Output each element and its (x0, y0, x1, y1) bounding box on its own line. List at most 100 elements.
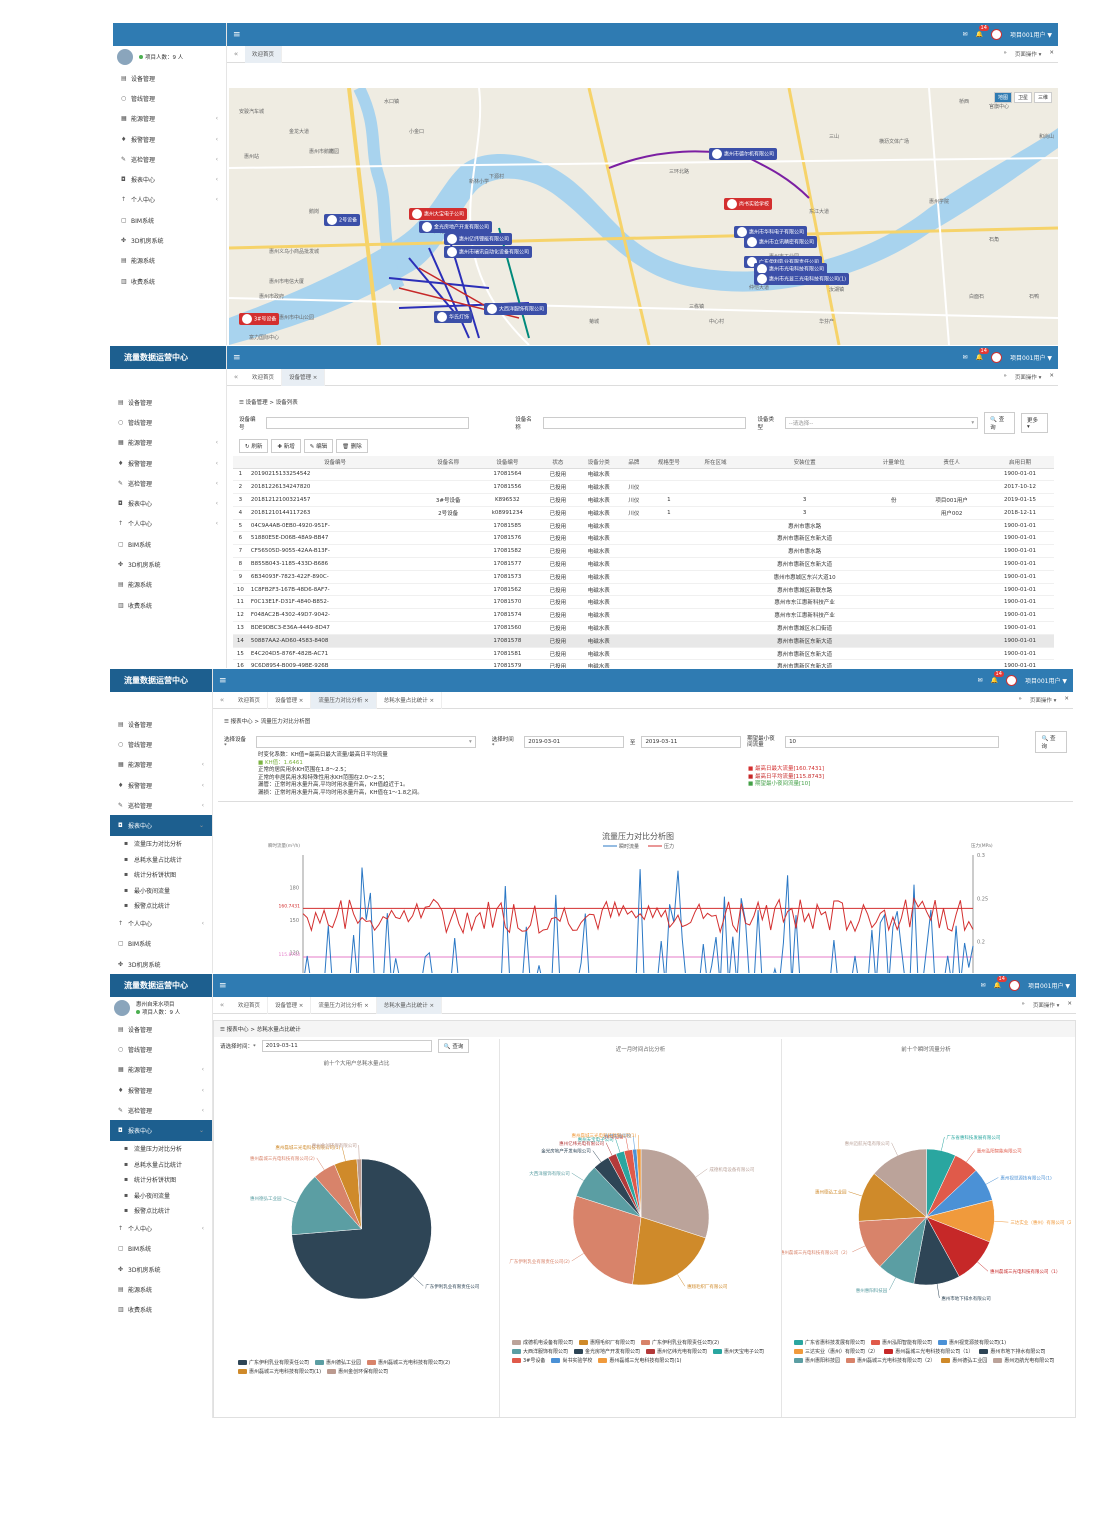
legend-item[interactable]: 惠州磊城三光电科技有限公司（2） (846, 1357, 935, 1364)
menu-item[interactable]: ✤ 3D机房系统 (110, 954, 212, 973)
menu-item[interactable]: ▦ 能源管理 ‹ (113, 109, 226, 129)
page-ops[interactable]: 页面操作 ▾ (1014, 52, 1042, 58)
menu-item[interactable]: ◘ 报表中心 ⌄ (110, 1120, 212, 1141)
table-row[interactable]: 3 20181212100321457 3#号设备 K896532 已投用 电磁水表 川仪 1… (233, 493, 1054, 507)
map-marker[interactable]: 惠州市立讯精密有限公司 (744, 236, 818, 248)
map-marker[interactable]: 3#号设备 (239, 313, 280, 325)
legend-item[interactable]: 惠州德弘工业园 (315, 1359, 361, 1366)
column-header[interactable]: 计量单位 (870, 456, 918, 469)
menu-item[interactable]: ▤ 设备管理 (113, 68, 226, 88)
submenu-item[interactable]: ▪ 流量压力对比分析 (110, 1141, 212, 1157)
menu-item[interactable]: ◘ 报表中心 ‹ (110, 493, 226, 513)
user-menu[interactable]: 项目001用户 ▼ (1010, 355, 1052, 362)
tab-prev-icon[interactable]: « (219, 1001, 225, 1009)
menu-item[interactable]: ♦ 报警管理 ‹ (110, 775, 212, 795)
add-button[interactable]: ✚ 新增 (271, 439, 301, 453)
map-marker[interactable]: 华氏灯饰 (434, 311, 473, 323)
tab-home[interactable]: 欢迎首页 (231, 996, 269, 1014)
pie-slice[interactable] (873, 1148, 927, 1218)
tab-prev-icon[interactable]: « (233, 373, 239, 381)
submenu-item[interactable]: ▪ 总耗水量占比统计 (110, 851, 212, 867)
edit-button[interactable]: ✎ 编辑 (303, 439, 334, 453)
menu-item[interactable]: ✎ 巡检管理 ‹ (110, 1100, 212, 1120)
code-input[interactable] (266, 417, 470, 429)
table-row[interactable]: 10 1C8FB2F3-167B-48D6-8AF7- 17081562 已投用 电磁水… (233, 583, 1054, 597)
legend-item[interactable]: 惠州视觉源技有限公司(1) (938, 1339, 1006, 1346)
legend-item[interactable]: 三达实业（惠州）有限公司（2） (794, 1348, 878, 1355)
mail-icon[interactable]: ✉ (980, 982, 986, 989)
table-row[interactable]: 9 6B34093F-7823-422F-890C- 17081573 已投用 电磁水表… (233, 570, 1054, 584)
column-header[interactable]: 所在区域 (692, 456, 739, 469)
tab-device[interactable]: 设备管理 × (268, 691, 312, 709)
map-marker[interactable]: 惠州市光显三光电科技有限公司(1) (754, 273, 850, 285)
delete-button[interactable]: 🗑 删除 (336, 439, 368, 453)
menu-item[interactable]: ✎ 巡检管理 ‹ (110, 795, 212, 815)
pie-slice[interactable] (640, 1148, 710, 1239)
bell-icon[interactable]: 🔔 14 (993, 976, 1007, 989)
legend-item[interactable]: 3#号设备 (512, 1357, 545, 1364)
close-tabs-icon[interactable]: ✕ (1049, 50, 1054, 56)
menu-item[interactable]: ✤ 3D机房系统 (113, 230, 226, 250)
menu-item[interactable]: ♦ 报警管理 ‹ (113, 129, 226, 149)
menu-item[interactable]: ↑ 个人中心 ‹ (110, 514, 226, 534)
map-marker[interactable]: 惠州市光电科技有限公司 (754, 263, 828, 275)
legend-item[interactable]: 广东伊利乳业有限责任公司(2) (641, 1339, 719, 1346)
submenu-item[interactable]: ▪ 最小夜间流量 (110, 882, 212, 898)
map-marker[interactable]: 惠州亿纬锂能有限公司 (444, 233, 513, 245)
column-header[interactable]: 设备名称 (422, 456, 475, 469)
page-ops[interactable]: 页面操作 ▾ (1029, 698, 1057, 704)
menu-item[interactable]: ✤ 3D机房系统 (110, 1259, 212, 1279)
search-button[interactable]: 🔍 查询 (437, 1039, 470, 1053)
menu-item[interactable]: ○ 管线管理 (110, 412, 226, 432)
menu-item[interactable]: ○ 管线管理 (110, 734, 212, 754)
tab-home[interactable]: 欢迎首页 (245, 45, 283, 63)
legend-item[interactable]: 惠州亿纬光电有限公司 (646, 1348, 707, 1355)
search-button[interactable]: 🔍 查询 (984, 412, 1016, 434)
submenu-item[interactable]: ▪ 流量压力对比分析 (110, 836, 212, 852)
tab-next-icon[interactable]: » (1003, 50, 1007, 56)
mail-icon[interactable]: ✉ (962, 354, 968, 361)
map-view[interactable]: 地图 卫星 三维 安骏汽车城 金龙大道 惠州站 惠州市鹅岗 惠州市电信大厦 惠州市政府 惠州… (229, 88, 1058, 345)
table-row[interactable]: 5 04C9A4AB-0EB0-4920-951F- 17081585 已投用 电磁水表… (233, 519, 1054, 533)
date-from-input[interactable]: 2019-03-01 (524, 736, 624, 748)
hamburger-icon[interactable]: ≡ (233, 29, 241, 40)
menu-item[interactable]: ▤ 能源系统 (110, 575, 226, 595)
hamburger-icon[interactable]: ≡ (219, 980, 227, 991)
bell-icon[interactable]: 🔔 14 (975, 25, 989, 38)
map-marker[interactable]: 金光房地产开发有限公司 (419, 221, 493, 233)
column-header[interactable]: 规格型号 (645, 456, 693, 469)
table-row[interactable]: 14 50887AA2-AD60-4583-8408 17081578 已投用 电磁水表… (233, 634, 1054, 648)
tab-next-icon[interactable]: » (1018, 696, 1022, 702)
search-button[interactable]: 🔍 查询 (1035, 731, 1067, 753)
mail-icon[interactable]: ✉ (977, 677, 983, 684)
submenu-item[interactable]: ▪ 统计分析饼状图 (110, 1172, 212, 1188)
close-tabs-icon[interactable]: ✕ (1049, 373, 1054, 379)
page-ops[interactable]: 页面操作 ▾ (1014, 375, 1042, 381)
table-row[interactable]: 11 F0C13E1F-D31F-4840-B852- 17081570 已投用 电磁水… (233, 595, 1054, 610)
column-header[interactable]: 状态 (540, 456, 576, 469)
legend-item[interactable]: 惠州市地下排水有限公司 (979, 1348, 1045, 1355)
map-btn-satellite[interactable]: 卫星 (1013, 92, 1032, 103)
user-menu[interactable]: 项目001用户 ▼ (1028, 983, 1070, 990)
menu-item[interactable]: ♦ 报警管理 ‹ (110, 453, 226, 473)
submenu-item[interactable]: ▪ 报警点比统计 (110, 898, 212, 914)
column-header[interactable]: 品牌 (622, 456, 646, 469)
menu-item[interactable]: ↑ 个人中心 ‹ (110, 913, 212, 933)
table-row[interactable]: 4 20181210144117263 2号设备 k08991234 已投用 电磁水表 川仪… (233, 506, 1054, 520)
menu-item[interactable]: ✎ 巡检管理 ‹ (113, 149, 226, 169)
date-input[interactable]: 2019-03-11 (261, 1040, 432, 1052)
tab-pressure[interactable]: 流量压力对比分析 × (311, 691, 377, 709)
table-row[interactable]: 1 20190215133254542 17081564 已投用 电磁水表 1900-01… (233, 468, 1054, 482)
menu-item[interactable]: ▤ 能源系统 (113, 251, 226, 271)
menu-item[interactable]: ↑ 个人中心 ‹ (110, 1218, 212, 1238)
legend-item[interactable]: 惠州金创环保有限公司 (327, 1368, 388, 1375)
mail-icon[interactable]: ✉ (962, 31, 968, 38)
hamburger-icon[interactable]: ≡ (219, 675, 227, 686)
tab-home[interactable]: 欢迎首页 (245, 368, 283, 386)
menu-item[interactable]: ▦ 能源管理 ‹ (110, 433, 226, 453)
bell-icon[interactable]: 🔔 14 (990, 671, 1004, 684)
menu-item[interactable]: ▤ 设备管理 (110, 392, 226, 412)
submenu-item[interactable]: ▪ 统计分析饼状图 (110, 867, 212, 883)
more-button[interactable]: 更多 ▾ (1021, 413, 1048, 433)
legend-item[interactable]: 惠州磊城三光电科技有限公司(1) (238, 1368, 321, 1375)
